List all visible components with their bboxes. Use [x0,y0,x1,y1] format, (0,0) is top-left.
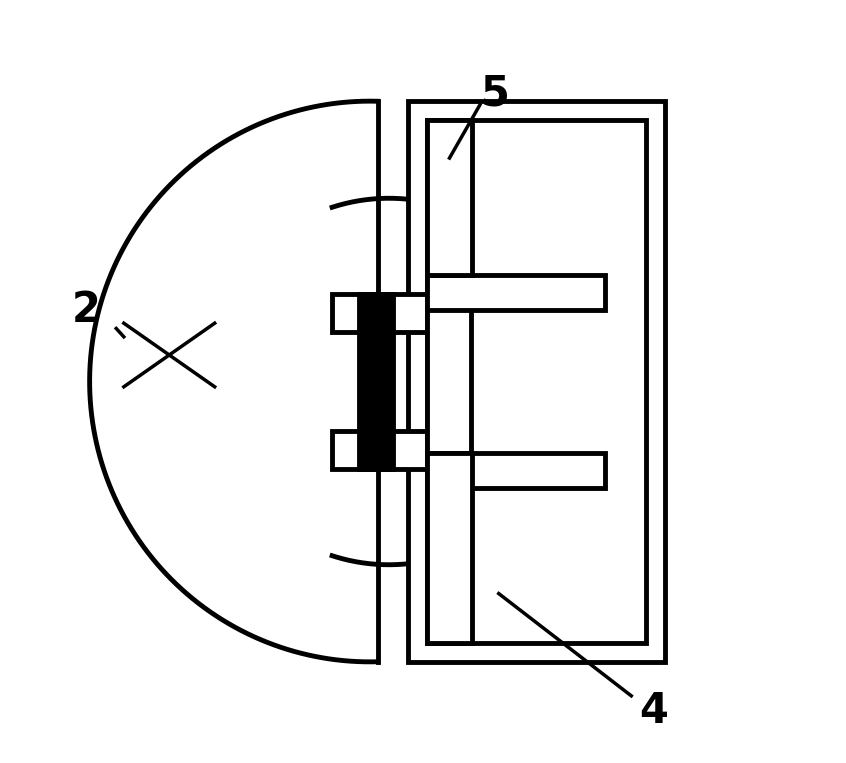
Bar [426,121,472,275]
Bar [359,295,393,468]
Bar [408,101,666,662]
Text: 4: 4 [640,690,668,732]
Polygon shape [90,101,377,662]
Bar [426,121,470,642]
Bar [426,453,472,642]
Text: 2: 2 [72,288,101,330]
Bar [332,295,438,332]
Bar [426,275,605,310]
Text: 5: 5 [481,72,509,114]
Bar [332,431,438,468]
Bar [426,453,605,488]
Bar [426,121,646,642]
